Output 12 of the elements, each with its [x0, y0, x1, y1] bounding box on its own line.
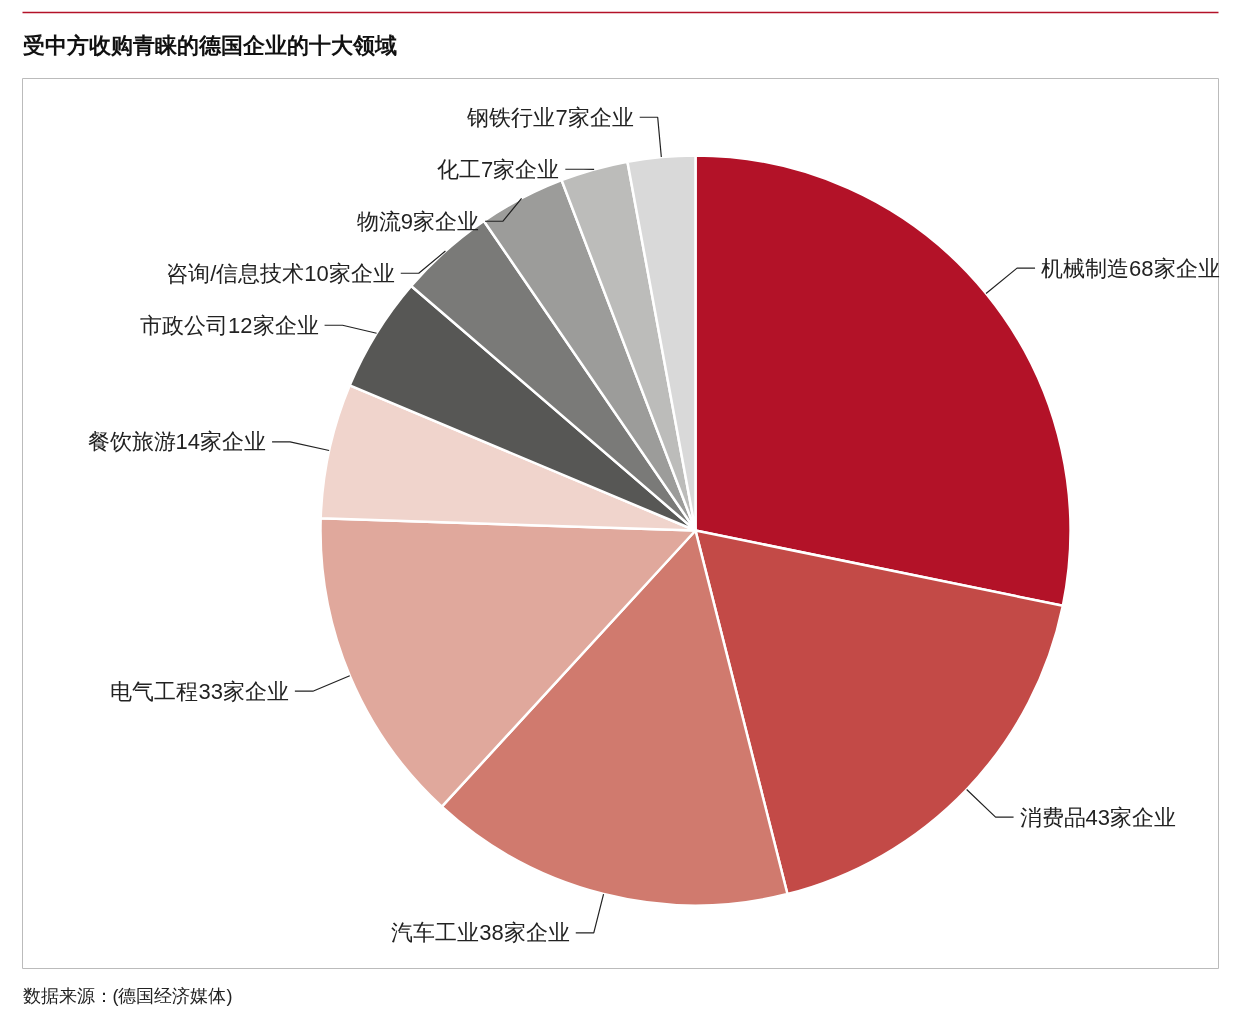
slice-label: 咨询/信息技术10家企业 [166, 260, 395, 286]
chart-title: 受中方收购青睐的德国企业的十大领域 [22, 33, 397, 58]
slice-label: 市政公司12家企业 [140, 312, 319, 338]
slice-label: 钢铁行业7家企业 [466, 104, 634, 130]
slice-label: 电气工程33家企业 [110, 678, 289, 704]
source-note: 数据来源：(德国经济媒体) [22, 985, 233, 1006]
slice-label: 汽车工业38家企业 [391, 920, 570, 946]
slice-label: 机械制造68家企业 [1041, 255, 1220, 281]
slice-label: 消费品43家企业 [1019, 804, 1177, 830]
slice-label: 化工7家企业 [437, 156, 560, 182]
slice-label: 餐饮旅游14家企业 [87, 429, 267, 455]
slice-label: 物流9家企业 [356, 208, 480, 234]
